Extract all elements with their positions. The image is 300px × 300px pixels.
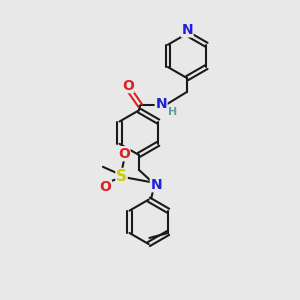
- Text: N: N: [181, 23, 193, 37]
- Text: O: O: [118, 147, 130, 161]
- Text: O: O: [122, 79, 134, 93]
- Text: O: O: [100, 180, 111, 194]
- Text: N: N: [155, 97, 167, 111]
- Text: H: H: [168, 106, 177, 117]
- Text: N: N: [150, 178, 162, 192]
- Text: S: S: [116, 169, 127, 184]
